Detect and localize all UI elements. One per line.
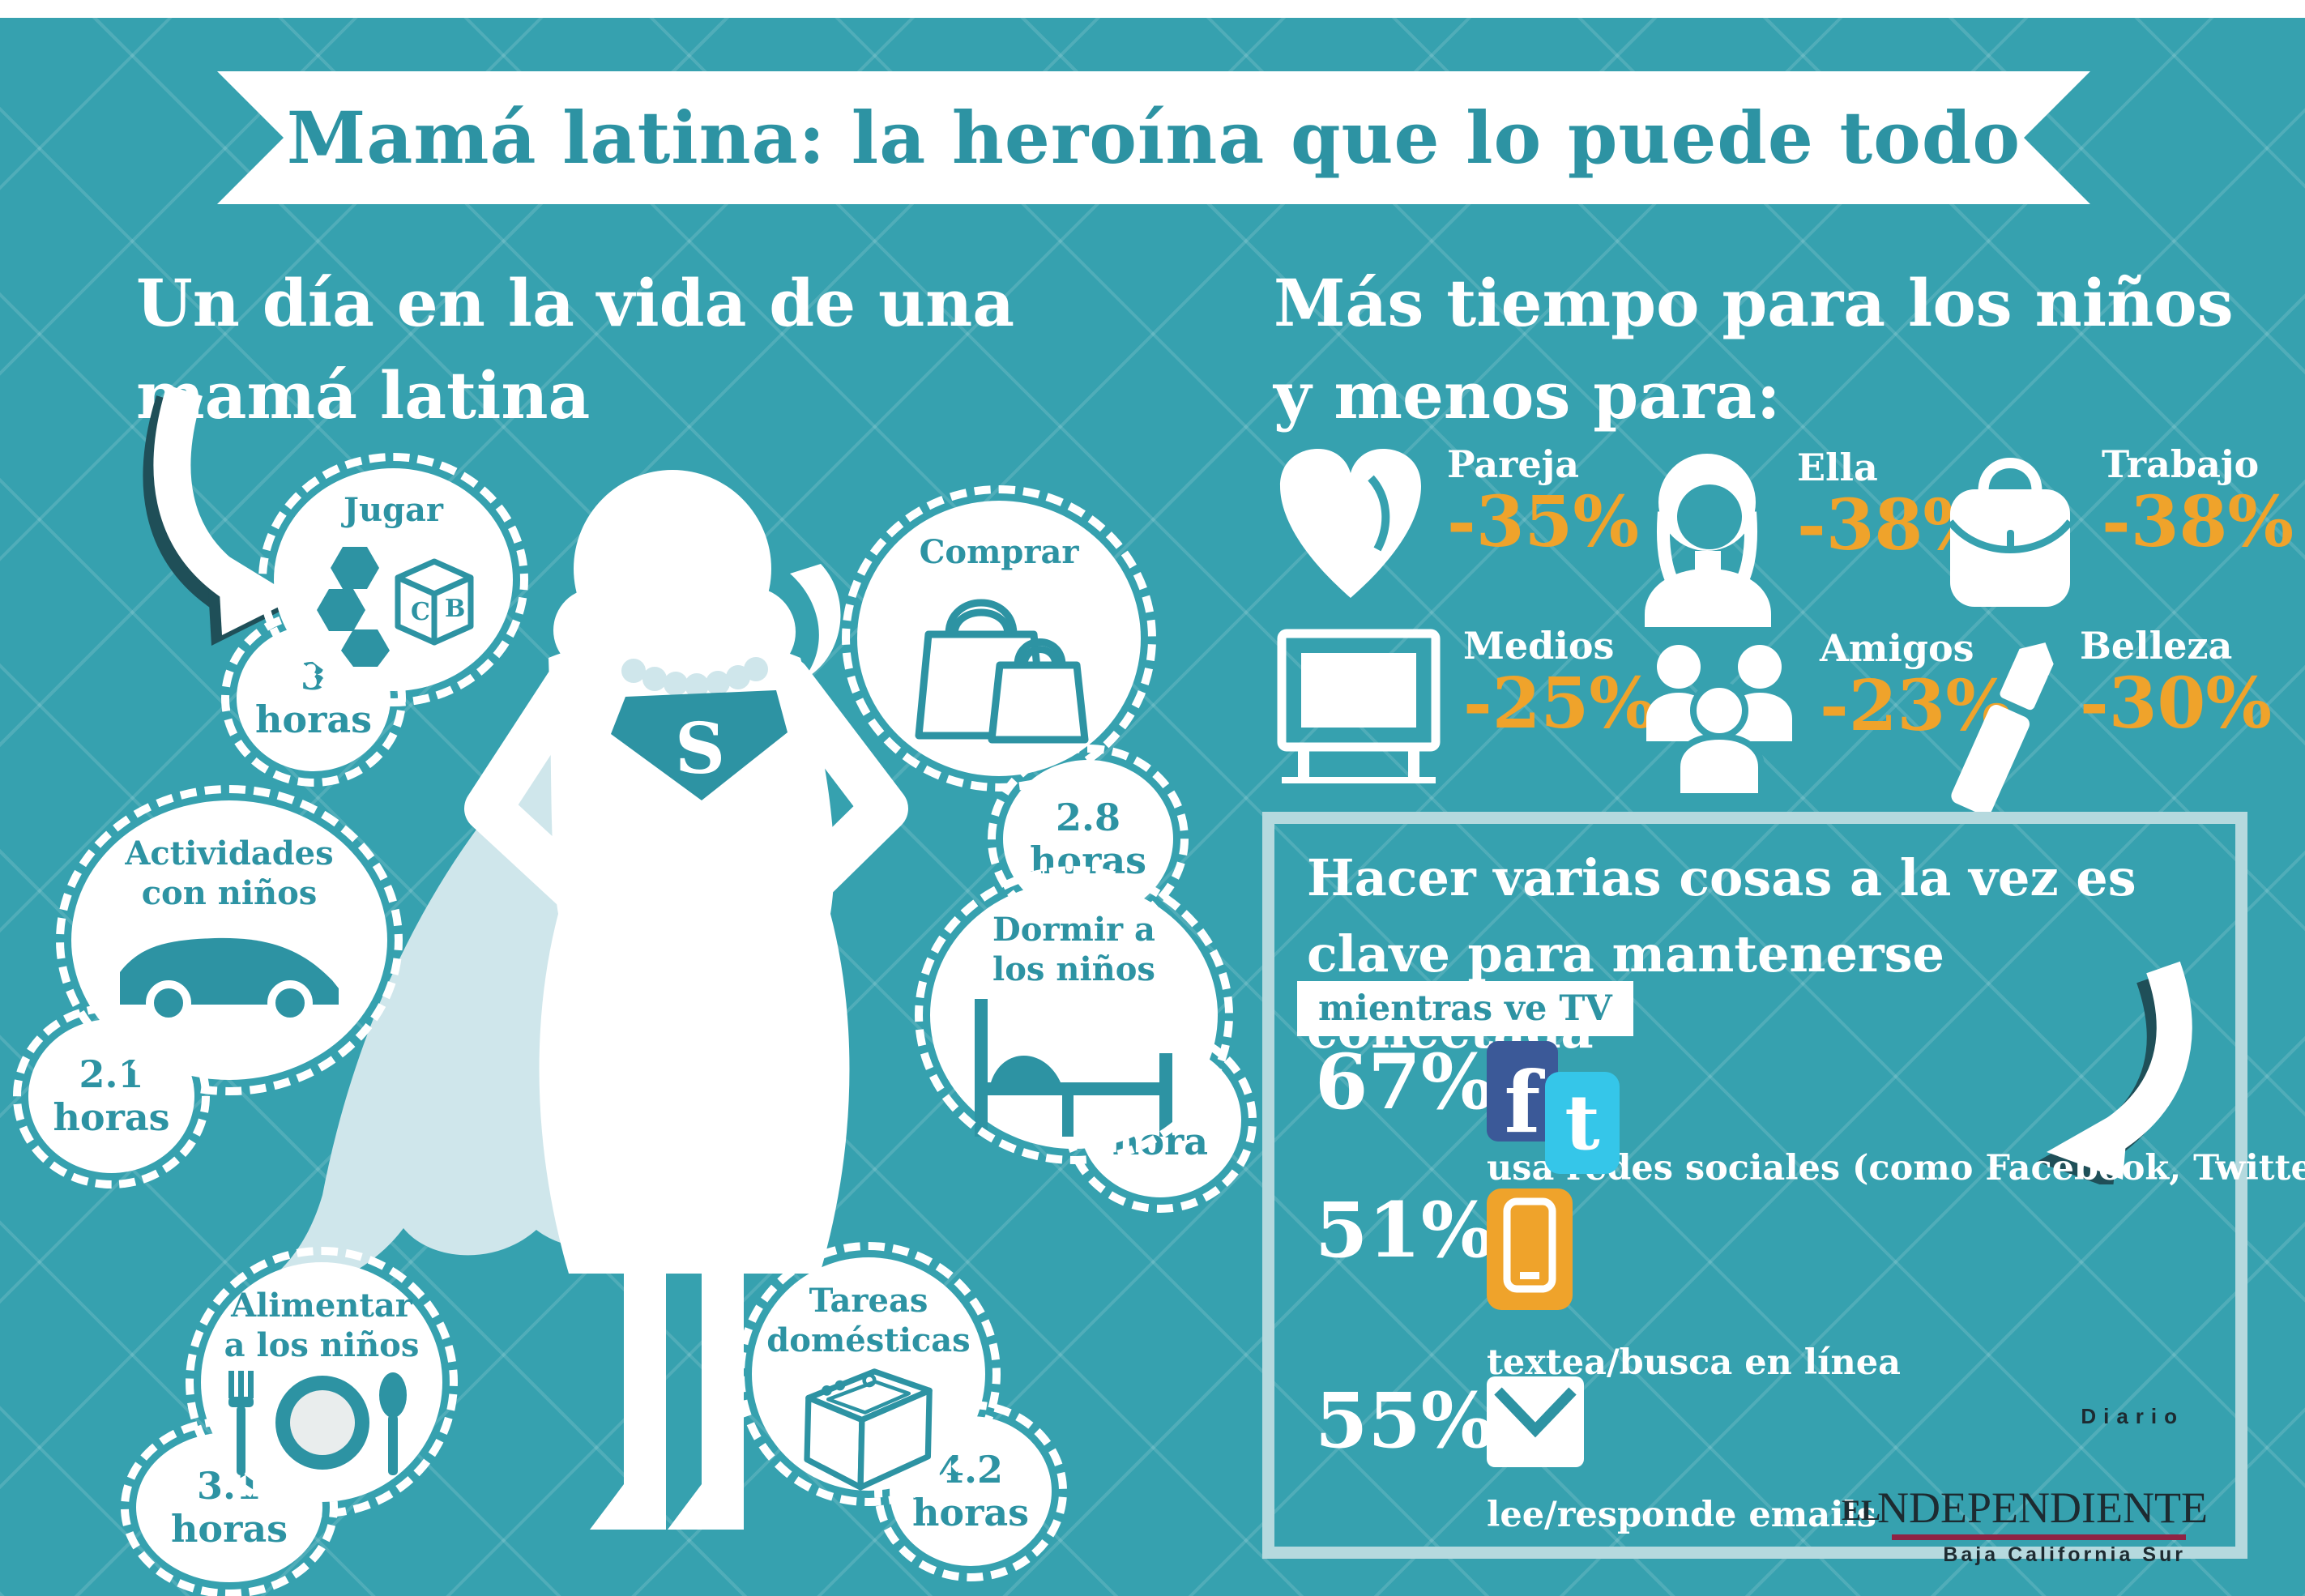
activity-bubble-comprar: Comprar bbox=[842, 485, 1156, 792]
lipstick-icon bbox=[1951, 642, 2054, 816]
stat-cell-amigos: Amigos -23% bbox=[1638, 628, 2012, 798]
activity-bubble-tareas: Tareas domésticas bbox=[736, 1242, 1001, 1506]
twitter-icon: t bbox=[1545, 1072, 1620, 1174]
email-percent: 55% bbox=[1315, 1376, 1494, 1466]
stat-cell-belleza: Belleza -30% bbox=[1951, 625, 2272, 828]
stat-percent: -35% bbox=[1447, 480, 1640, 563]
logo-rule bbox=[1892, 1534, 2186, 1540]
plate-cutlery-icon bbox=[228, 1370, 407, 1475]
toy-blocks-icon: C B bbox=[317, 546, 474, 667]
smartphone-icon bbox=[1487, 1188, 1573, 1310]
logo-name-label: NDEPENDIENTE bbox=[1877, 1483, 2208, 1532]
friends-icon bbox=[1646, 645, 1792, 798]
shopping-bags-icon bbox=[915, 599, 1088, 744]
logo-region-label: Baja California Sur bbox=[1943, 1543, 2186, 1566]
stat-cell-trabajo: Trabajo -38% bbox=[1938, 444, 2294, 610]
envelope-icon bbox=[1487, 1376, 1584, 1467]
el-independiente-logo: Diario EL NDEPENDIENTE Baja California bbox=[1842, 1404, 2208, 1567]
bed-icon bbox=[975, 998, 1172, 1137]
superhero-mom-figure: S bbox=[250, 470, 908, 1530]
left-heading-line1: Un día en la vida de una bbox=[136, 265, 1015, 341]
top-white-strip bbox=[0, 0, 2305, 18]
activity-bubble-jugar: Jugar C B bbox=[258, 453, 528, 706]
s-shield-icon bbox=[611, 690, 788, 800]
title-ribbon: Mamá latina: la heroína que lo puede tod… bbox=[217, 71, 2090, 204]
right-section-heading: Más tiempo para los niños y menos para: bbox=[1274, 258, 2294, 442]
s-shield-letter: S bbox=[675, 708, 725, 790]
bubble-label: Jugar bbox=[344, 491, 443, 529]
bubble-unit: horas bbox=[254, 698, 373, 741]
social-percent: 67% bbox=[1315, 1038, 1494, 1127]
bubble-label: Comprar bbox=[919, 533, 1079, 571]
stat-label: Pareja bbox=[1447, 442, 1580, 486]
bubble-label: Dormir a los niños bbox=[992, 911, 1155, 988]
right-heading-line2: y menos para: bbox=[1274, 356, 1781, 433]
stat-cell-medios: Medios -25% bbox=[1274, 625, 1655, 783]
texting-caption: textea/busca en línea bbox=[1487, 1342, 1901, 1383]
bubble-satellite-tareas: 4.2 horas bbox=[874, 1401, 1067, 1581]
email-caption: lee/responde emails bbox=[1487, 1495, 1876, 1535]
woman-icon bbox=[1645, 454, 1771, 627]
bubble-label: Tareas domésticas bbox=[766, 1282, 971, 1359]
stat-cell-ella: Ella -38% bbox=[1638, 447, 1989, 627]
svg-text:B: B bbox=[445, 595, 465, 623]
social-caption: usa redes sociales (como Facebook, Twitt… bbox=[1487, 1148, 2305, 1188]
logo-diario-label: Diario bbox=[2081, 1404, 2184, 1428]
pearl-necklace-icon bbox=[621, 657, 768, 698]
right-heading-line1: Más tiempo para los niños bbox=[1274, 265, 2234, 341]
tv-icon bbox=[1277, 629, 1441, 783]
multitasking-box: Hacer varias cosas a la vez es clave par… bbox=[1262, 812, 2305, 1566]
bubble-label: Actividades con niños bbox=[125, 834, 334, 912]
bubble-label: Alimentar a los niños bbox=[224, 1287, 420, 1364]
left-heading-line2: mamá latina bbox=[136, 356, 591, 433]
handbag-icon bbox=[1947, 458, 2073, 607]
stat-cell-pareja: Pareja -35% bbox=[1274, 444, 1639, 606]
activity-bubble-dormir: Dormir a los niños bbox=[915, 866, 1233, 1164]
texting-percent: 51% bbox=[1315, 1186, 1494, 1275]
minivan-icon bbox=[120, 937, 339, 1026]
heart-icon bbox=[1280, 449, 1421, 598]
curved-arrow-box-icon bbox=[2037, 961, 2192, 1184]
activity-bubble-actividades: Actividades con niños bbox=[56, 785, 403, 1095]
activity-bubble-alimentar: Alimentar a los niños bbox=[186, 1247, 458, 1517]
svg-text:C: C bbox=[411, 598, 430, 626]
while-watching-tv-badge: mientras ve TV bbox=[1297, 981, 1633, 1036]
washing-machine-icon bbox=[803, 1368, 933, 1491]
left-section-heading: Un día en la vida de una mamá latina bbox=[136, 258, 1149, 442]
page-title: Mamá latina: la heroína que lo puede tod… bbox=[286, 96, 2021, 180]
logo-el-label: EL bbox=[1842, 1494, 1881, 1526]
curved-arrow-left-icon bbox=[143, 385, 297, 646]
